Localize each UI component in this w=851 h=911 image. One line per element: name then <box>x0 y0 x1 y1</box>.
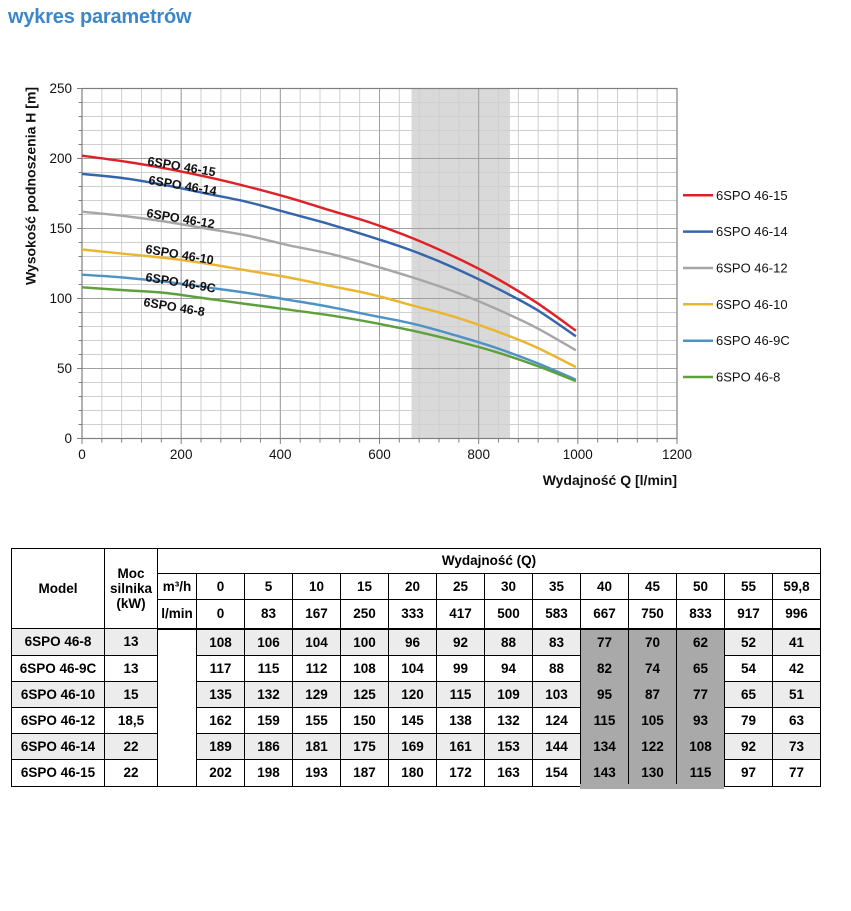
svg-text:0: 0 <box>64 431 72 446</box>
svg-text:0: 0 <box>78 447 86 462</box>
svg-text:6SPO 46-8: 6SPO 46-8 <box>716 370 780 385</box>
svg-text:6SPO 46-12: 6SPO 46-12 <box>716 261 788 276</box>
svg-text:1000: 1000 <box>563 447 593 462</box>
svg-text:1200: 1200 <box>662 447 692 462</box>
svg-text:200: 200 <box>170 447 193 462</box>
svg-text:150: 150 <box>49 221 72 236</box>
svg-text:200: 200 <box>49 151 72 166</box>
svg-text:6SPO 46-10: 6SPO 46-10 <box>716 297 788 312</box>
svg-text:50: 50 <box>57 361 72 376</box>
svg-text:100: 100 <box>49 291 72 306</box>
svg-text:6SPO 46-10: 6SPO 46-10 <box>145 242 215 267</box>
svg-text:Wysokość podnoszenia H [m]: Wysokość podnoszenia H [m] <box>23 87 39 285</box>
svg-text:6SPO 46-12: 6SPO 46-12 <box>146 206 216 231</box>
svg-text:800: 800 <box>467 447 490 462</box>
svg-text:6SPO 46-9C: 6SPO 46-9C <box>716 333 790 348</box>
svg-text:250: 250 <box>49 81 72 96</box>
svg-text:400: 400 <box>269 447 292 462</box>
svg-text:600: 600 <box>368 447 391 462</box>
svg-text:6SPO 46-14: 6SPO 46-14 <box>716 224 788 239</box>
svg-text:Wydajność Q [l/min]: Wydajność Q [l/min] <box>543 472 677 488</box>
svg-text:6SPO 46-15: 6SPO 46-15 <box>716 188 788 203</box>
